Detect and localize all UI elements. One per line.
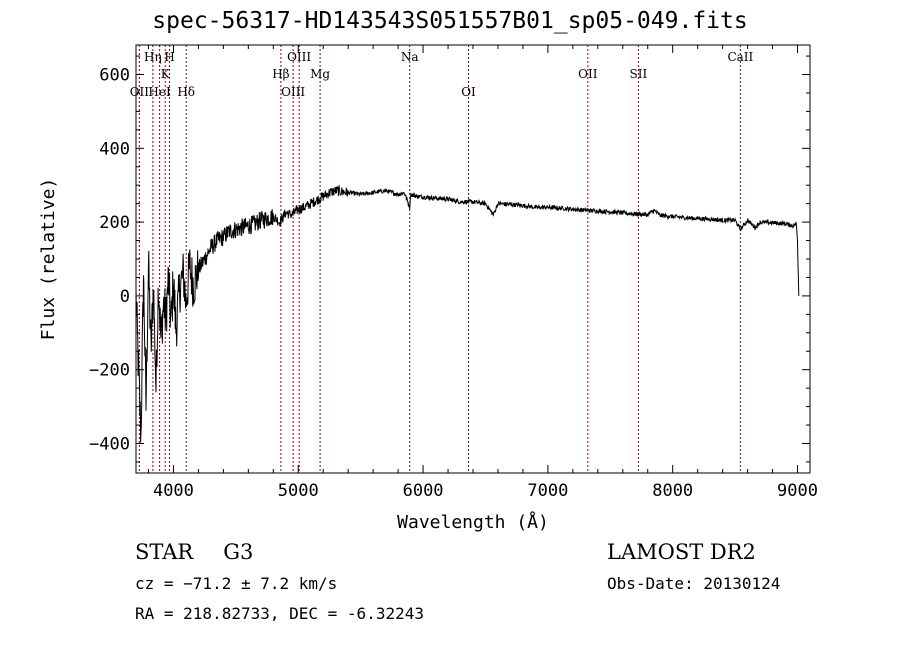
axis-ticks: 4000 5000 6000 7000 8000 9000 −400 −200 0 200 400 6… <box>89 45 818 501</box>
y-tick-label: −400 <box>89 434 130 454</box>
y-axis-title: Flux (relative) <box>38 178 59 341</box>
spectral-line-label: SII <box>630 67 648 81</box>
y-tick-label: 200 <box>99 213 130 233</box>
redshift-velocity: cz = −71.2 ± 7.2 km/s <box>135 574 338 593</box>
spectral-line-label: K <box>161 67 171 81</box>
x-axis-title: Wavelength (Å) <box>397 511 549 533</box>
spectral-line-label: H <box>164 50 174 64</box>
x-tick-label: 8000 <box>652 481 693 501</box>
spectral-line-markers <box>138 45 741 473</box>
chart-title: spec-56317-HD143543S051557B01_sp05-049.f… <box>152 8 748 34</box>
y-tick-label: 0 <box>120 287 130 307</box>
x-tick-label: 5000 <box>278 481 319 501</box>
spectral-line-label: OII <box>130 85 150 99</box>
plot-frame <box>135 44 811 474</box>
survey-name: LAMOST DR2 <box>607 540 756 564</box>
spectral-line-label: OII <box>578 67 598 81</box>
spectral-line-label: Na <box>401 50 419 64</box>
spectral-line-label: Hβ <box>272 67 289 81</box>
object-class-label: STAR <box>135 540 194 564</box>
sky-coordinates: RA = 218.82733, DEC = -6.32243 <box>135 604 424 623</box>
object-class: STAR G3 <box>135 540 253 564</box>
spectral-line-label: CaII <box>727 50 753 64</box>
spectral-line-labels: OII Hη HeI KH Hδ Hβ OIII OIII Mg Na OI OII SII CaII <box>130 50 754 99</box>
spectral-line-label: Mg <box>310 67 330 81</box>
y-tick-label: 400 <box>99 139 130 159</box>
spectral-line-label: Hη <box>144 50 162 64</box>
spectral-line-label: OIII <box>287 50 311 64</box>
spectrum-line <box>135 184 800 443</box>
x-tick-label: 4000 <box>153 481 194 501</box>
object-subclass: G3 <box>223 540 254 564</box>
observation-date: Obs-Date: 20130124 <box>607 574 781 593</box>
x-tick-label: 9000 <box>777 481 818 501</box>
y-tick-label: 600 <box>99 66 130 86</box>
spectral-line-label: Hδ <box>177 85 195 99</box>
x-tick-label: 6000 <box>403 481 444 501</box>
spectral-line-label: OIII <box>281 85 305 99</box>
x-tick-label: 7000 <box>527 481 568 501</box>
spectral-line-label: OI <box>461 85 476 99</box>
y-tick-label: −200 <box>89 361 130 381</box>
spectral-line-label: HeI <box>148 85 171 99</box>
